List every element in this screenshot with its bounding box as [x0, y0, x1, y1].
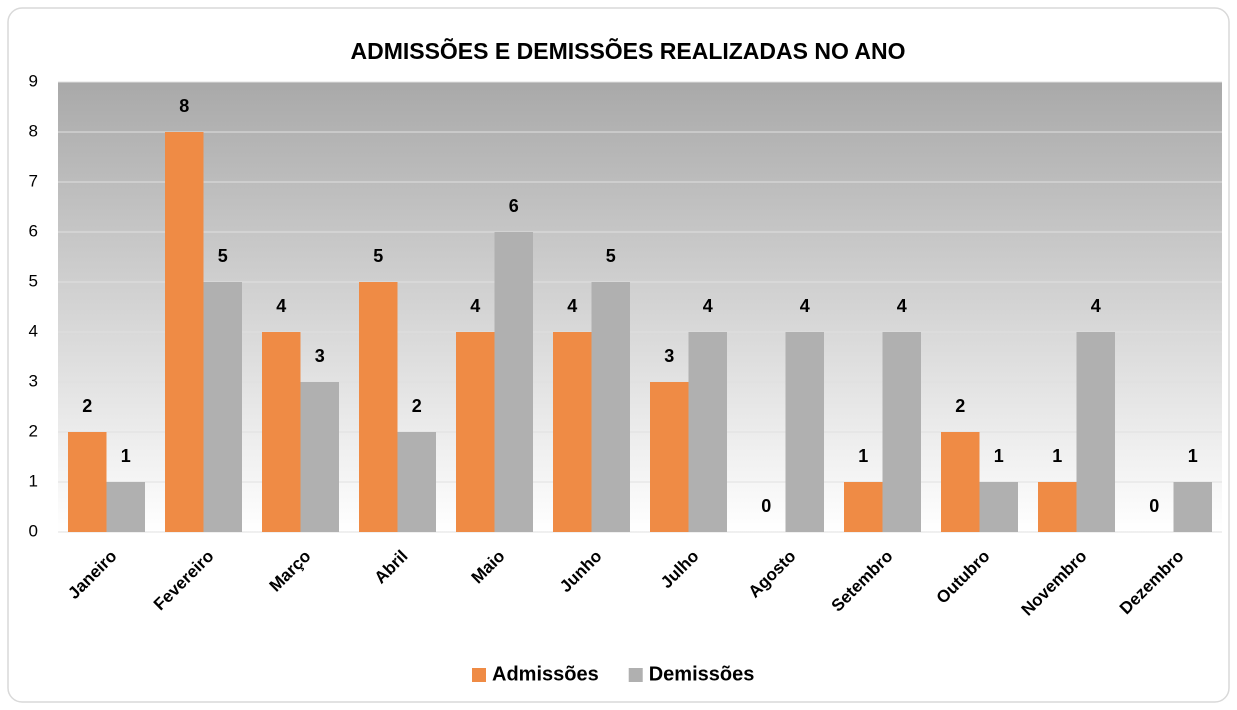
bar [106, 482, 145, 532]
chart-title: ADMISSÕES E DEMISSÕES REALIZADAS NO ANO [350, 37, 905, 64]
y-tick-label: 7 [29, 171, 38, 190]
data-label: 0 [1149, 496, 1159, 516]
y-tick-label: 1 [29, 471, 38, 490]
data-label: 5 [373, 246, 383, 266]
data-label: 0 [761, 496, 771, 516]
bar [359, 282, 398, 532]
data-label: 1 [1188, 446, 1198, 466]
data-label: 4 [567, 296, 577, 316]
bar [553, 332, 592, 532]
data-label: 1 [121, 446, 131, 466]
y-tick-label: 0 [29, 521, 38, 540]
legend-label: Admissões [492, 663, 599, 685]
data-label: 1 [994, 446, 1004, 466]
data-label: 5 [606, 246, 616, 266]
data-label: 4 [276, 296, 286, 316]
data-label: 6 [509, 196, 519, 216]
y-tick-label: 3 [29, 371, 38, 390]
data-label: 3 [664, 346, 674, 366]
y-tick-label: 9 [29, 71, 38, 90]
data-label: 2 [955, 396, 965, 416]
legend-swatch [472, 668, 486, 682]
legend-swatch [628, 668, 643, 682]
y-tick-label: 5 [29, 271, 38, 290]
bar [1038, 482, 1077, 532]
y-tick-label: 8 [29, 121, 38, 140]
bar [68, 432, 107, 532]
bar [456, 332, 495, 532]
data-label: 4 [470, 296, 480, 316]
data-label: 1 [1052, 446, 1062, 466]
bar [165, 132, 204, 532]
bar [650, 382, 689, 532]
data-label: 2 [412, 396, 422, 416]
bar [203, 282, 242, 532]
bar [844, 482, 883, 532]
bar [262, 332, 301, 532]
bar [300, 382, 339, 532]
legend-label: Demissões [649, 663, 755, 685]
y-tick-label: 6 [29, 221, 38, 240]
data-label: 4 [800, 296, 810, 316]
bar [591, 282, 630, 532]
data-label: 5 [218, 246, 228, 266]
bar [1076, 332, 1115, 532]
data-label: 8 [179, 96, 189, 116]
plot-area [58, 82, 1222, 532]
data-label: 4 [897, 296, 907, 316]
bar [941, 432, 980, 532]
bar [979, 482, 1018, 532]
data-label: 4 [703, 296, 713, 316]
bar [688, 332, 727, 532]
bar [494, 232, 533, 532]
bar [397, 432, 436, 532]
bar [882, 332, 921, 532]
bar [785, 332, 824, 532]
data-label: 4 [1091, 296, 1101, 316]
y-tick-label: 2 [29, 421, 38, 440]
y-tick-label: 4 [29, 321, 38, 340]
data-label: 1 [858, 446, 868, 466]
data-label: 2 [82, 396, 92, 416]
bar [1173, 482, 1212, 532]
data-label: 3 [315, 346, 325, 366]
